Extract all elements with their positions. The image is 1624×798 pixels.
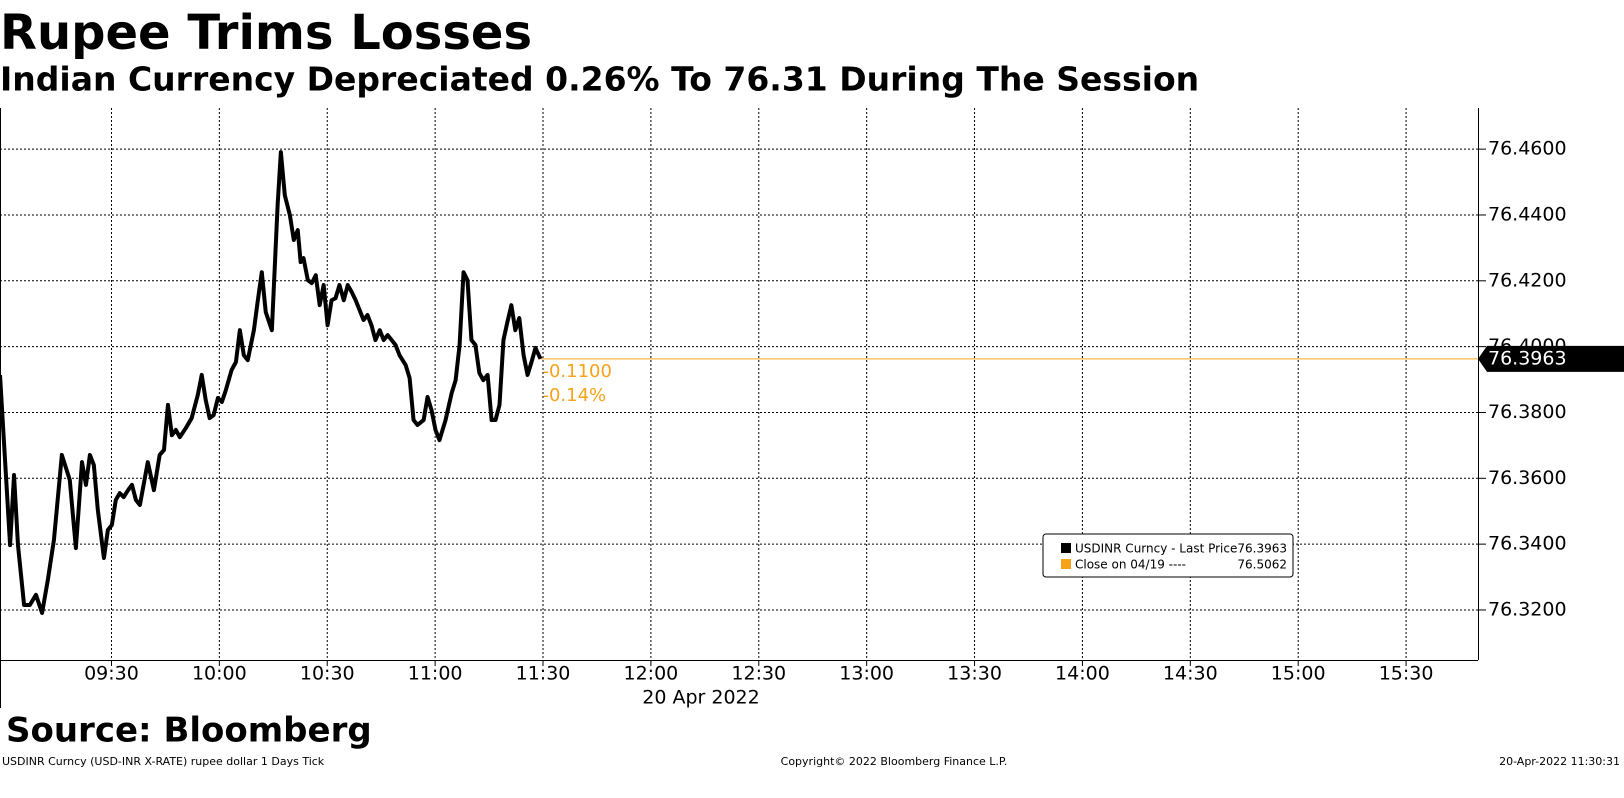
legend-box	[1042, 533, 1294, 578]
x-tick-label: 15:00	[1271, 663, 1326, 685]
x-tick-label: 09:30	[84, 663, 139, 685]
footer-left: USDINR Curncy (USD-INR X-RATE) rupee dol…	[2, 755, 325, 768]
y-tick-label: 76.3800	[1488, 401, 1567, 423]
x-tick-label: 11:30	[516, 663, 571, 685]
x-tick-label: 14:00	[1055, 663, 1110, 685]
source: Source: Bloomberg	[6, 711, 372, 751]
legend-value: 76.5062	[1237, 558, 1287, 572]
chart-title: Rupee Trims Losses	[0, 5, 532, 61]
y-tick-label: 76.3400	[1488, 533, 1567, 555]
x-tick-label: 12:00	[624, 663, 679, 685]
x-tick-label: 10:30	[300, 663, 355, 685]
footer-right: 20-Apr-2022 11:30:31	[1499, 755, 1620, 768]
x-tick-label: 10:00	[192, 663, 247, 685]
legend-label: Close on 04/19 ----	[1075, 558, 1186, 572]
change-label: -0.1100	[542, 361, 611, 382]
x-tick-label: 13:30	[947, 663, 1002, 685]
legend-value: 76.3963	[1237, 542, 1287, 556]
y-tick-label: 76.3200	[1488, 598, 1567, 620]
y-tick-label: 76.4600	[1488, 138, 1567, 160]
price-line	[0, 150, 543, 615]
last-price-tag-label: 76.3963	[1488, 347, 1567, 369]
y-tick-label: 76.4400	[1488, 203, 1567, 225]
x-tick-label: 12:30	[731, 663, 786, 685]
x-tick-label: 13:00	[839, 663, 894, 685]
x-tick-label: 14:30	[1163, 663, 1218, 685]
footer-center: Copyright© 2022 Bloomberg Finance L.P.	[781, 755, 1008, 768]
last-price-tag	[1478, 345, 1624, 372]
y-tick-label: 76.4200	[1488, 269, 1567, 291]
x-tick-label: 15:30	[1379, 663, 1434, 685]
x-axis-label: 20 Apr 2022	[642, 687, 759, 709]
legend-swatch	[1061, 559, 1071, 569]
legend-swatch	[1061, 543, 1071, 553]
legend-label: USDINR Curncy - Last Price	[1075, 542, 1237, 556]
y-tick-label: 76.3600	[1488, 467, 1567, 489]
change-pct-label: -0.14%	[542, 385, 606, 406]
chart-subtitle: Indian Currency Depreciated 0.26% To 76.…	[0, 60, 1199, 99]
legend: USDINR Curncy - Last Price 76.3963 Close o…	[1042, 533, 1294, 578]
x-tick-label: 11:00	[408, 663, 463, 685]
